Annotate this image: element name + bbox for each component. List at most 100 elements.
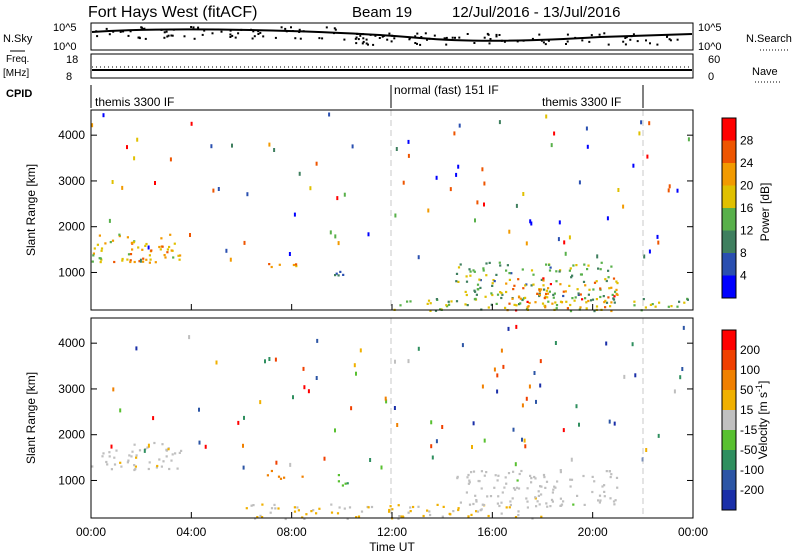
echo-cell: [488, 261, 491, 264]
echo-cell: [591, 298, 595, 301]
noise-cell: [243, 415, 245, 420]
noise-cell: [632, 163, 635, 168]
nsky-dot: [522, 39, 525, 42]
echo-cell: [485, 274, 488, 277]
echo-cell: [279, 477, 283, 480]
echo-cell: [452, 510, 455, 513]
echo-cell: [429, 513, 432, 517]
noise-cell: [550, 143, 553, 148]
nsky-dot: [393, 37, 396, 40]
echo-cell: [92, 252, 95, 255]
echo-cell: [168, 467, 171, 471]
echo-cell: [529, 474, 532, 477]
y-tick-label: 3000: [58, 174, 85, 188]
noise-cell: [119, 408, 122, 413]
nsky-dot: [603, 32, 606, 35]
echo-cell: [542, 473, 546, 477]
echo-cell: [245, 507, 248, 510]
nsky-dot: [355, 42, 358, 45]
echo-cell: [544, 295, 547, 298]
colorbar-frame: [721, 117, 737, 299]
nsky-dot: [121, 30, 124, 33]
nsky-dot: [669, 39, 672, 42]
echo-cell: [100, 249, 103, 252]
echo-cell: [543, 476, 546, 479]
echo-cell: [469, 274, 472, 277]
nsky-dot: [428, 37, 431, 40]
nsky-dot: [137, 36, 140, 39]
colorbar-tick-label: -15: [740, 423, 758, 437]
noise-cell: [483, 202, 485, 207]
noise-cell: [606, 216, 609, 221]
echo-cell: [466, 304, 469, 307]
echo-cell: [568, 269, 571, 272]
noise-cell: [393, 406, 396, 410]
echo-cell: [597, 267, 600, 270]
noise-cell: [334, 234, 337, 239]
echo-cell: [92, 254, 95, 257]
nsky-dot: [649, 42, 651, 45]
echo-cell: [149, 258, 152, 261]
nsky-dot: [624, 43, 627, 46]
nsky-dot: [262, 35, 265, 38]
echo-cell: [541, 302, 545, 305]
echo-cell: [499, 291, 502, 294]
echo-cell: [274, 507, 277, 510]
noise-cell: [242, 443, 244, 448]
echo-cell: [133, 468, 136, 472]
noise-cell: [293, 212, 296, 217]
echo-cell: [504, 476, 507, 479]
echo-cell: [335, 272, 338, 275]
noise-cell: [394, 359, 396, 364]
echo-cell: [496, 479, 499, 482]
y-tick-label: 2000: [58, 428, 85, 442]
echo-cell: [593, 310, 596, 313]
echo-cell: [336, 512, 340, 515]
echo-cell: [159, 248, 162, 251]
noise-cell: [204, 444, 207, 449]
noise-cell: [634, 373, 637, 378]
echo-cell: [667, 305, 670, 308]
echo-cell: [552, 296, 555, 299]
echo-cell: [546, 505, 549, 508]
noise-cell: [676, 188, 679, 193]
nsky-dot: [203, 29, 206, 32]
echo-cell: [501, 293, 504, 296]
noise-cell: [102, 113, 105, 118]
echo-cell: [532, 283, 535, 286]
echo-cell: [475, 499, 478, 502]
echo-cell: [612, 297, 615, 300]
echo-cell: [520, 469, 523, 473]
echo-cell: [571, 297, 574, 300]
noise-cell: [507, 326, 510, 331]
echo-cell: [261, 516, 264, 519]
noise-cell: [605, 341, 608, 346]
echo-cell: [500, 512, 503, 515]
echo-cell: [465, 275, 468, 278]
echo-cell: [505, 290, 508, 294]
nsky-dot: [193, 37, 196, 40]
nsky-dot: [489, 38, 492, 40]
nsky-dot: [140, 26, 143, 29]
echo-cell: [614, 499, 617, 502]
nsky-dot: [408, 37, 411, 40]
echo-cell: [543, 288, 546, 291]
echo-cell: [585, 301, 588, 304]
nsky-dot: [229, 29, 232, 32]
echo-cell: [337, 480, 340, 483]
echo-cell: [130, 455, 133, 458]
echo-cell: [337, 274, 340, 277]
echo-cell: [540, 515, 543, 518]
nsky-dot: [298, 31, 301, 33]
echo-cell: [511, 497, 514, 500]
colorbar-swatch: [722, 330, 736, 351]
echo-cell: [131, 248, 134, 251]
echo-cell: [514, 516, 518, 519]
power-y-axis-label: Slant Range [km]: [24, 164, 38, 256]
echo-cell: [485, 262, 488, 265]
nsky-dot: [356, 33, 359, 35]
echo-cell: [409, 506, 412, 509]
echo-cell: [278, 263, 281, 266]
nsky-dot: [172, 28, 175, 31]
echo-cell: [296, 506, 299, 509]
